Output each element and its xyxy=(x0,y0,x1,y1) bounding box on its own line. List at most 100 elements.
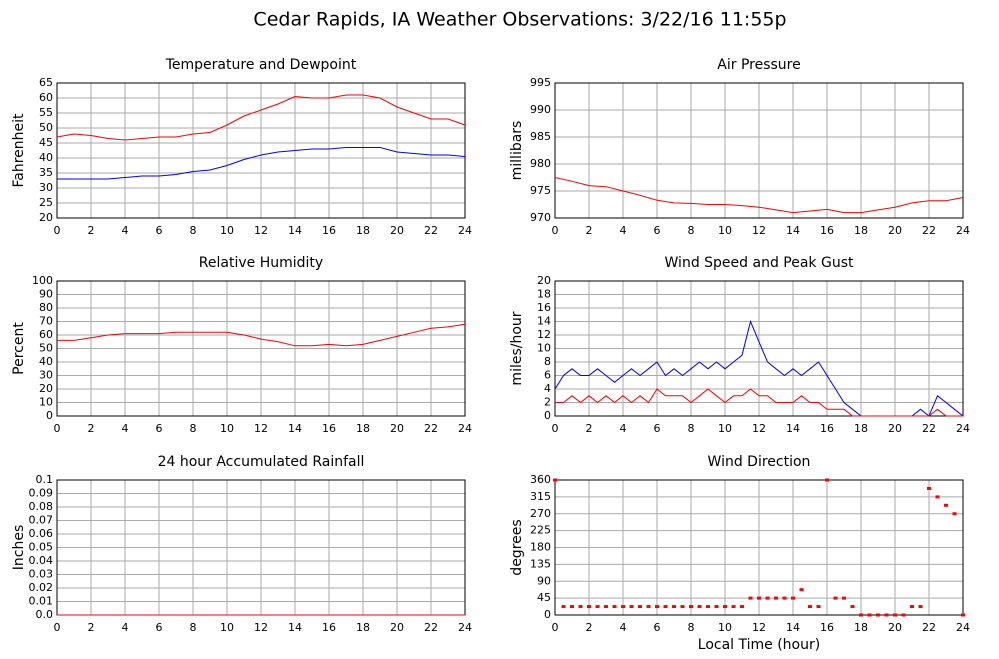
y-axis-label: Inches xyxy=(11,525,27,570)
x-tick-label: 24 xyxy=(458,621,472,634)
y-tick-label: 80 xyxy=(39,301,53,314)
y-tick-label: 270 xyxy=(530,507,551,520)
x-tick-label: 22 xyxy=(424,422,438,435)
x-tick-label: 8 xyxy=(688,422,695,435)
y-axis-label: Fahrenheit xyxy=(11,113,27,188)
data-point xyxy=(765,596,770,600)
x-tick-label: 12 xyxy=(752,422,766,435)
plot-frame xyxy=(56,82,466,219)
y-axis-label: millibars xyxy=(509,121,525,181)
plot-frame xyxy=(554,280,964,417)
x-tick-label: 6 xyxy=(654,621,661,634)
y-tick-label: 225 xyxy=(530,524,551,537)
x-tick-label: 4 xyxy=(620,621,627,634)
data-point xyxy=(621,605,625,609)
y-tick-label: 0.09 xyxy=(29,487,54,500)
x-tick-label: 4 xyxy=(620,422,627,435)
y-tick-label: 0.02 xyxy=(29,581,54,594)
x-tick-label: 2 xyxy=(586,422,593,435)
x-tick-label: 6 xyxy=(156,621,163,634)
x-tick-label: 0 xyxy=(552,621,559,634)
x-tick-label: 18 xyxy=(854,422,868,435)
x-tick-label: 2 xyxy=(88,621,95,634)
x-tick-label: 14 xyxy=(288,621,302,634)
data-point xyxy=(638,605,642,609)
data-point xyxy=(774,596,778,600)
data-point xyxy=(740,605,744,609)
chart-title: Wind Speed and Peak Gust xyxy=(665,255,854,271)
y-tick-label: 0.05 xyxy=(29,541,54,554)
x-tick-label: 6 xyxy=(654,224,661,237)
x-tick-label: 14 xyxy=(786,422,800,435)
x-tick-label: 2 xyxy=(586,224,593,237)
x-tick-label: 18 xyxy=(854,621,868,634)
y-tick-label: 0 xyxy=(544,409,551,422)
x-tick-label: 12 xyxy=(752,224,766,237)
y-tick-label: 60 xyxy=(39,91,53,104)
y-tick-label: 30 xyxy=(39,369,53,382)
x-tick-label: 24 xyxy=(956,621,970,634)
y-tick-label: 0.01 xyxy=(29,595,54,608)
data-point xyxy=(859,613,863,617)
x-tick-label: 8 xyxy=(688,621,695,634)
data-point xyxy=(816,605,821,609)
y-tick-label: 65 xyxy=(39,76,53,89)
y-tick-label: 16 xyxy=(537,301,551,314)
y-tick-label: 315 xyxy=(530,490,551,503)
data-point xyxy=(561,605,566,609)
data-point xyxy=(867,613,872,617)
y-tick-label: 30 xyxy=(39,181,53,194)
data-point xyxy=(714,605,719,609)
data-line xyxy=(554,177,964,214)
x-tick-label: 0 xyxy=(54,224,61,237)
x-tick-label: 12 xyxy=(254,422,268,435)
data-point xyxy=(553,478,557,482)
data-point xyxy=(706,605,710,609)
y-tick-label: 0.03 xyxy=(29,568,54,581)
data-point xyxy=(757,596,761,600)
y-tick-label: 980 xyxy=(530,157,551,170)
x-tick-label: 24 xyxy=(458,422,472,435)
data-point xyxy=(655,605,659,609)
data-point xyxy=(952,512,957,516)
y-tick-label: 20 xyxy=(39,382,53,395)
data-point xyxy=(782,596,787,600)
y-tick-label: 50 xyxy=(39,342,53,355)
data-point xyxy=(825,478,829,482)
data-point xyxy=(791,596,795,600)
data-point xyxy=(876,613,880,617)
x-tick-label: 4 xyxy=(122,422,129,435)
data-point xyxy=(604,605,608,609)
data-point xyxy=(799,588,804,592)
x-tick-label: 6 xyxy=(156,422,163,435)
y-tick-label: 10 xyxy=(39,396,53,409)
y-tick-label: 990 xyxy=(530,103,551,116)
data-point xyxy=(646,605,651,609)
page-title: Cedar Rapids, IA Weather Observations: 3… xyxy=(253,9,786,31)
chart-title: Air Pressure xyxy=(717,57,800,73)
data-point xyxy=(918,605,923,609)
y-tick-label: 0.04 xyxy=(29,554,54,567)
data-point xyxy=(910,605,914,609)
data-point xyxy=(731,605,736,609)
x-tick-label: 12 xyxy=(254,621,268,634)
y-tick-label: 25 xyxy=(39,196,53,209)
x-tick-label: 8 xyxy=(688,224,695,237)
y-tick-label: 55 xyxy=(39,106,53,119)
y-tick-label: 70 xyxy=(39,315,53,328)
data-point xyxy=(680,605,685,609)
x-tick-label: 20 xyxy=(888,621,902,634)
x-tick-label: 10 xyxy=(718,422,732,435)
chart-title: Wind Direction xyxy=(708,454,811,470)
data-point xyxy=(944,503,948,507)
y-tick-label: 60 xyxy=(39,328,53,341)
x-tick-label: 20 xyxy=(390,621,404,634)
y-tick-label: 975 xyxy=(530,184,551,197)
y-tick-label: 135 xyxy=(530,557,551,570)
y-tick-label: 0.1 xyxy=(36,473,54,486)
x-tick-label: 4 xyxy=(620,224,627,237)
x-tick-label: 10 xyxy=(220,224,234,237)
x-tick-label: 4 xyxy=(122,224,129,237)
y-tick-label: 100 xyxy=(32,274,53,287)
